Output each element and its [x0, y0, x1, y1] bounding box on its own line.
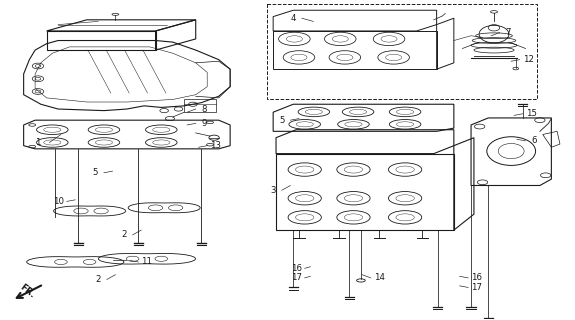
Text: 11: 11 [141, 258, 152, 267]
Text: 4: 4 [290, 14, 296, 23]
Text: 17: 17 [290, 273, 302, 282]
Text: 5: 5 [93, 168, 98, 177]
Text: 16: 16 [290, 264, 302, 273]
Text: 5: 5 [279, 116, 285, 125]
Bar [267, 4, 537, 100]
Text: 15: 15 [526, 109, 537, 118]
Text: 13: 13 [210, 141, 221, 150]
Text: 17: 17 [472, 283, 482, 292]
Text: 6: 6 [531, 136, 537, 145]
Text: 12: 12 [523, 55, 534, 64]
Text: 8: 8 [202, 105, 207, 114]
Text: 1: 1 [35, 138, 41, 147]
Text: 2: 2 [95, 275, 101, 284]
Text: 14: 14 [374, 273, 385, 282]
Text: 10: 10 [52, 197, 64, 206]
Bar [184, 100, 216, 112]
Text: 16: 16 [472, 273, 482, 282]
Text: 9: 9 [202, 119, 207, 128]
Text: 7: 7 [505, 28, 511, 37]
Text: 3: 3 [270, 186, 276, 195]
Text: 2: 2 [121, 230, 126, 239]
Text: FR.: FR. [18, 283, 37, 300]
